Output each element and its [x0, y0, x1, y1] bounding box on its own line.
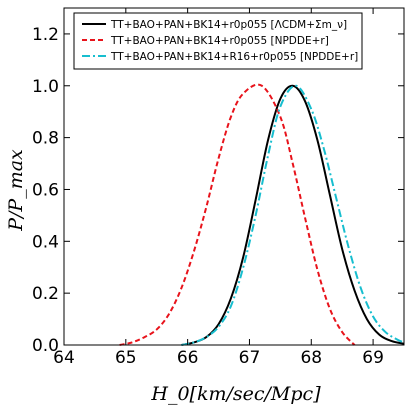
- legend-label-2: TT+BAO+PAN+BK14+r0p055 [NPDDE+r]: [110, 35, 329, 47]
- y-tick-label: 0.2: [32, 284, 59, 304]
- axes: 64 65 66 67 68 69 0.0 0.2 0.4 0.6 0.8 1.0 1.2: [32, 7, 405, 368]
- y-tick-label: 1.2: [32, 25, 59, 45]
- series-line-1: [181, 84, 405, 346]
- legend: TT+BAO+PAN+BK14+r0p055 [ΛCDM+Σm_ν] TT+BAO…: [73, 12, 363, 70]
- x-tick-label: 68: [300, 348, 322, 368]
- y-tick-label: 0.8: [32, 129, 59, 149]
- y-axis-label: P/P_max: [5, 149, 27, 232]
- series-line-3: [181, 84, 405, 346]
- y-tick-label: 1.0: [32, 77, 59, 97]
- legend-label-3: TT+BAO+PAN+BK14+R16+r0p055 [NPDDE+r]: [110, 51, 358, 63]
- series-line-2: [119, 83, 356, 346]
- x-axis-label: H_0[km/sec/Mpc]: [150, 383, 321, 405]
- legend-label-1: TT+BAO+PAN+BK14+r0p055 [ΛCDM+Σm_ν]: [110, 19, 347, 31]
- x-tick-label: 64: [53, 348, 75, 368]
- x-tick-label: 69: [362, 348, 384, 368]
- plot-area: [119, 83, 405, 346]
- legend-box: [73, 12, 363, 70]
- y-tick-label: 0.4: [32, 232, 59, 252]
- x-tick-label: 65: [115, 348, 137, 368]
- plot-frame: [63, 7, 405, 346]
- x-tick-label: 67: [239, 348, 261, 368]
- x-tick-label: 66: [177, 348, 199, 368]
- y-tick-label: 0.6: [32, 180, 59, 200]
- y-tick-label: 0.0: [32, 336, 59, 356]
